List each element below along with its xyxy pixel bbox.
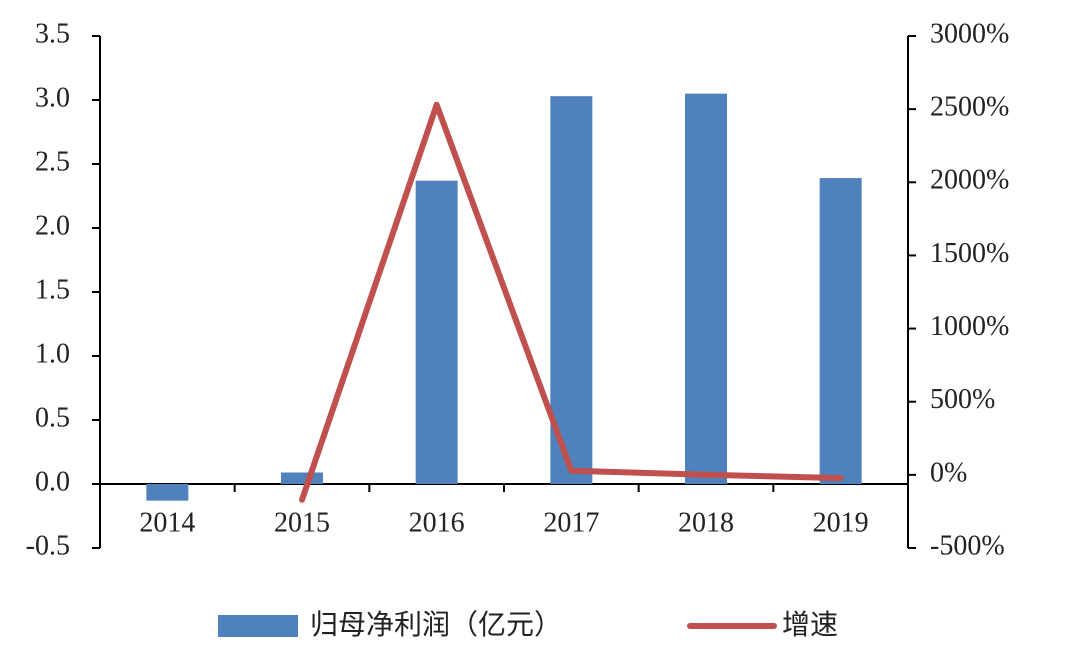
- legend-label: 增速: [782, 608, 838, 641]
- y-tick-label: 1.0: [35, 338, 70, 369]
- bar: [281, 472, 323, 484]
- y-tick-label: 2.0: [35, 210, 70, 241]
- bar: [146, 484, 189, 501]
- y-tick-label: 0.5: [35, 402, 70, 433]
- y2-tick-label: 1000%: [930, 311, 1009, 342]
- y-tick-label: 0.0: [35, 466, 70, 497]
- x-tick-label: 2016: [409, 507, 465, 538]
- y-tick-label: 3.0: [35, 82, 70, 113]
- bar: [415, 180, 458, 484]
- x-tick-label: 2017: [543, 507, 599, 538]
- line: [299, 101, 844, 503]
- x-tick-label: 2014: [139, 507, 195, 538]
- y-tick-label: 1.5: [35, 274, 70, 305]
- bar: [550, 96, 593, 484]
- y-tick-label: -0.5: [26, 530, 70, 561]
- y2-tick-label: 500%: [930, 384, 995, 415]
- y2-tick-label: -500%: [930, 530, 1005, 561]
- y-tick-label: 3.5: [35, 18, 70, 49]
- y2-tick-label: 3000%: [930, 18, 1009, 49]
- y-tick-label: 2.5: [35, 146, 70, 177]
- y2-tick-label: 0%: [930, 457, 967, 488]
- bar: [685, 93, 727, 484]
- x-tick-label: 2019: [813, 507, 869, 538]
- y2-tick-label: 2000%: [930, 165, 1009, 196]
- x-tick-label: 2018: [678, 507, 734, 538]
- y2-tick-label: 1500%: [930, 238, 1009, 269]
- legend-label: 归母净利润（亿元）: [310, 608, 562, 641]
- y2-tick-label: 2500%: [930, 92, 1009, 123]
- bar: [819, 178, 862, 484]
- x-tick-label: 2015: [274, 507, 330, 538]
- legend-swatch: [218, 615, 298, 637]
